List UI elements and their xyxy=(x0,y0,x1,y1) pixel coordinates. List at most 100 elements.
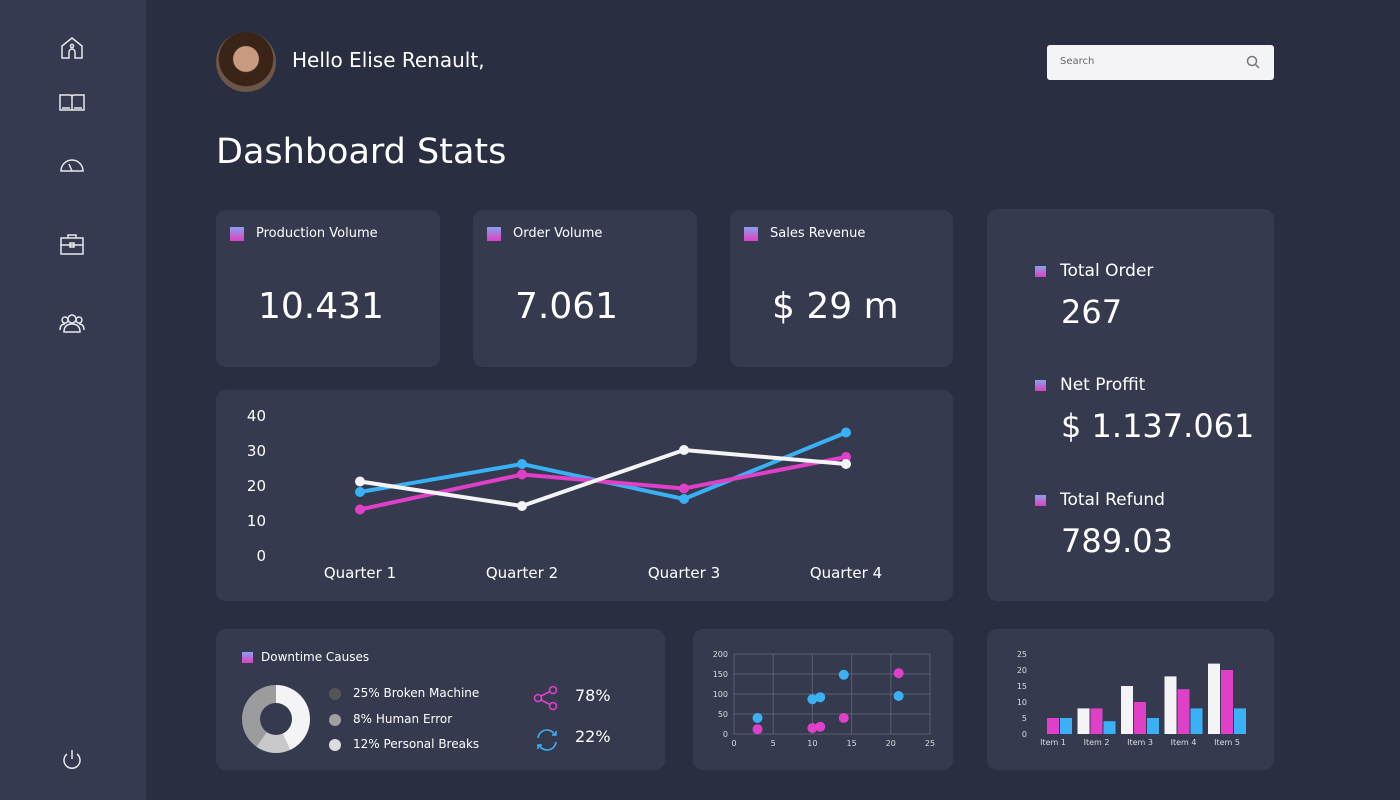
stat-value: 10.431 xyxy=(258,286,384,327)
scatter-point xyxy=(752,724,763,735)
legend-item: 25% Broken Machine xyxy=(329,686,479,700)
scatter-point xyxy=(838,669,849,680)
scatter-point xyxy=(807,694,818,705)
data-point xyxy=(679,483,689,494)
share-percent: 78% xyxy=(575,686,611,705)
bar xyxy=(1190,708,1203,734)
x-tick-label: 10 xyxy=(807,739,817,748)
bar xyxy=(1047,718,1059,734)
home-icon[interactable] xyxy=(58,34,86,62)
legend-square-icon xyxy=(242,652,253,663)
y-tick-label: 40 xyxy=(247,407,266,425)
y-tick-label: 0 xyxy=(256,547,266,565)
x-tick-label: Item 4 xyxy=(1171,738,1197,747)
legend-item: 12% Personal Breaks xyxy=(329,737,479,751)
bar xyxy=(1134,702,1146,734)
data-point xyxy=(355,476,365,487)
briefcase-icon[interactable] xyxy=(58,230,86,258)
data-point xyxy=(517,459,527,469)
bar xyxy=(1221,670,1233,734)
y-tick-label: 20 xyxy=(247,477,266,495)
y-tick-label: 100 xyxy=(713,690,728,699)
y-tick-label: 5 xyxy=(1022,714,1027,723)
scatter-chart-card: 0 5 10 15 20 25 0 50 100 150 200 xyxy=(693,629,953,770)
scatter-chart: 0 5 10 15 20 25 0 50 100 150 200 xyxy=(713,650,935,748)
refresh-icon xyxy=(537,729,557,751)
downtime-card: Downtime Causes 25% Broken Machine 8% Hu… xyxy=(216,629,665,770)
scatter-point xyxy=(807,723,818,733)
y-tick-label: 30 xyxy=(247,442,266,460)
y-tick-label: 20 xyxy=(1017,666,1027,675)
y-tick-label: 150 xyxy=(713,670,728,679)
legend-square-icon xyxy=(1035,379,1046,391)
bar xyxy=(1090,708,1103,734)
legend-dot xyxy=(329,687,341,700)
data-point xyxy=(517,469,527,480)
stat-card-production: Production Volume 10.431 xyxy=(216,210,440,367)
summary-label: Total Order xyxy=(1060,261,1154,281)
users-icon[interactable] xyxy=(58,309,86,337)
x-tick-label: 5 xyxy=(771,739,776,748)
scatter-point xyxy=(838,713,849,723)
power-icon[interactable] xyxy=(58,746,86,774)
scatter-point xyxy=(893,691,904,701)
stat-card-revenue: Sales Revenue $ 29 m xyxy=(730,210,953,367)
bar xyxy=(1060,718,1072,734)
donut-chart xyxy=(242,685,310,753)
book-icon[interactable] xyxy=(58,88,86,116)
bar xyxy=(1077,708,1090,734)
summary-label: Total Refund xyxy=(1060,490,1165,510)
speedometer-icon[interactable] xyxy=(58,150,86,178)
data-point xyxy=(679,494,689,504)
stat-label: Production Volume xyxy=(256,226,378,241)
x-tick-label: Quarter 2 xyxy=(486,564,558,582)
legend-label: 12% Personal Breaks xyxy=(353,737,480,751)
stat-label: Sales Revenue xyxy=(770,226,866,241)
y-tick-label: 25 xyxy=(1017,650,1027,659)
summary-label: Net Proffit xyxy=(1060,375,1146,395)
legend-square-icon xyxy=(744,226,758,241)
search-input[interactable]: Search xyxy=(1047,45,1274,80)
y-tick-label: 0 xyxy=(1022,730,1027,739)
bar xyxy=(1177,689,1190,734)
refresh-percent: 22% xyxy=(575,727,611,746)
avatar[interactable] xyxy=(216,32,276,92)
greeting: Hello Elise Renault, xyxy=(292,48,485,72)
stat-card-order: Order Volume 7.061 xyxy=(473,210,697,367)
share-icon xyxy=(533,685,558,711)
legend-square-icon xyxy=(230,226,244,241)
x-tick-label: Quarter 3 xyxy=(648,564,720,582)
data-point xyxy=(841,459,851,469)
search-icon[interactable] xyxy=(1246,55,1260,69)
y-tick-label: 200 xyxy=(713,650,728,659)
bar-chart-card: 0 5 10 15 20 25 Item 1 Item 2 Item 3 Item 4 Item 5 xyxy=(987,629,1274,770)
x-tick-label: Item 3 xyxy=(1127,738,1153,747)
sidebar xyxy=(0,0,146,800)
scatter-point xyxy=(815,692,826,703)
legend-item: 8% Human Error xyxy=(329,712,452,726)
y-tick-label: 10 xyxy=(247,512,266,530)
summary-card: Total Order 267 Net Proffit $ 1.137.061 … xyxy=(987,209,1274,601)
x-tick-label: Quarter 4 xyxy=(810,564,882,582)
y-tick-label: 50 xyxy=(718,710,728,719)
series-line xyxy=(359,455,847,512)
legend-square-icon xyxy=(1035,494,1046,506)
x-tick-label: 15 xyxy=(847,739,857,748)
legend-square-icon xyxy=(487,226,501,241)
y-tick-label: 0 xyxy=(723,730,728,739)
y-tick-label: 15 xyxy=(1017,682,1027,691)
summary-value: 267 xyxy=(1061,293,1123,331)
x-tick-label: Item 2 xyxy=(1084,738,1110,747)
series-line xyxy=(359,447,847,509)
page-title: Dashboard Stats xyxy=(216,132,507,172)
search-placeholder: Search xyxy=(1060,56,1095,67)
summary-value: $ 1.137.061 xyxy=(1061,407,1255,445)
stat-value: 7.061 xyxy=(515,286,619,327)
scatter-point xyxy=(815,721,826,732)
data-point xyxy=(679,445,689,455)
line-chart: 0 10 20 30 40 Quarter 1 Quarter 2 Quarter 3 Quar… xyxy=(247,407,882,582)
legend-dot xyxy=(329,713,341,726)
data-point xyxy=(355,504,365,515)
data-point xyxy=(841,452,851,462)
x-tick-label: Quarter 1 xyxy=(324,564,396,582)
